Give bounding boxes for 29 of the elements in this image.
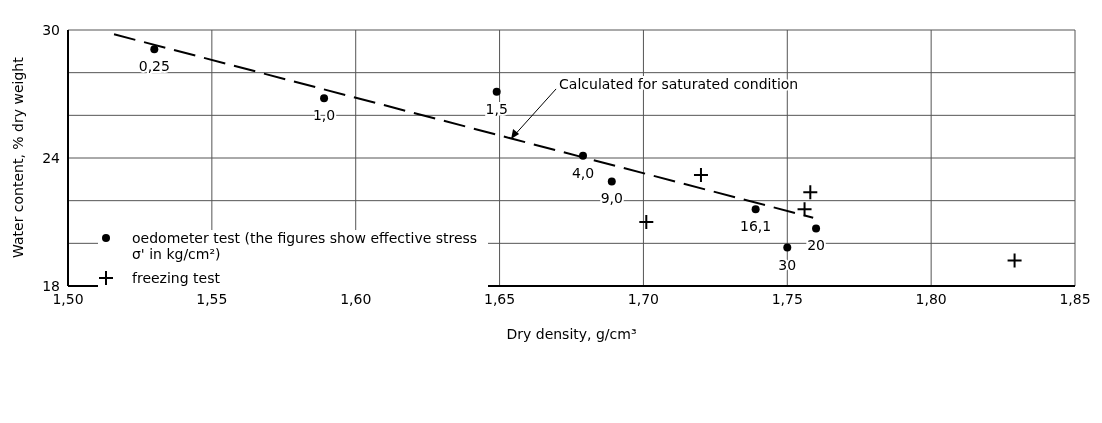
annotation: 30 [778, 256, 797, 273]
y-axis-title: Water content, % dry weight [9, 56, 26, 258]
x-tick-label: 1,70 [627, 290, 660, 307]
point [492, 87, 501, 96]
annotation: 0,25 [138, 58, 170, 75]
point [783, 243, 792, 252]
x-tick-label: 1,55 [196, 290, 228, 307]
y-tick-label: 24 [42, 149, 61, 166]
x-tick-label: 1,65 [483, 290, 516, 307]
point [802, 184, 819, 201]
point [1006, 252, 1023, 269]
legend-label: oedometer test (the figures show effective stress σ' in kg/cm²) [132, 230, 479, 262]
point [692, 167, 709, 184]
point [150, 45, 159, 54]
x-tick-label: 1,85 [1059, 290, 1091, 307]
point [796, 201, 813, 218]
annotation: 16,1 [740, 218, 772, 235]
x-tick-label: 1,80 [915, 290, 947, 307]
point [751, 205, 760, 214]
x-tick-label: 1,75 [771, 290, 803, 307]
point [320, 94, 329, 103]
x-axis-title: Dry density, g/cm³ [506, 326, 637, 342]
legend-label: freezing test [132, 270, 220, 286]
annotation: 4,0 [571, 164, 595, 181]
point [638, 214, 655, 230]
point [607, 177, 616, 186]
y-tick-label: 30 [42, 21, 60, 38]
point [812, 224, 821, 233]
x-tick-label: 1,60 [340, 290, 372, 307]
